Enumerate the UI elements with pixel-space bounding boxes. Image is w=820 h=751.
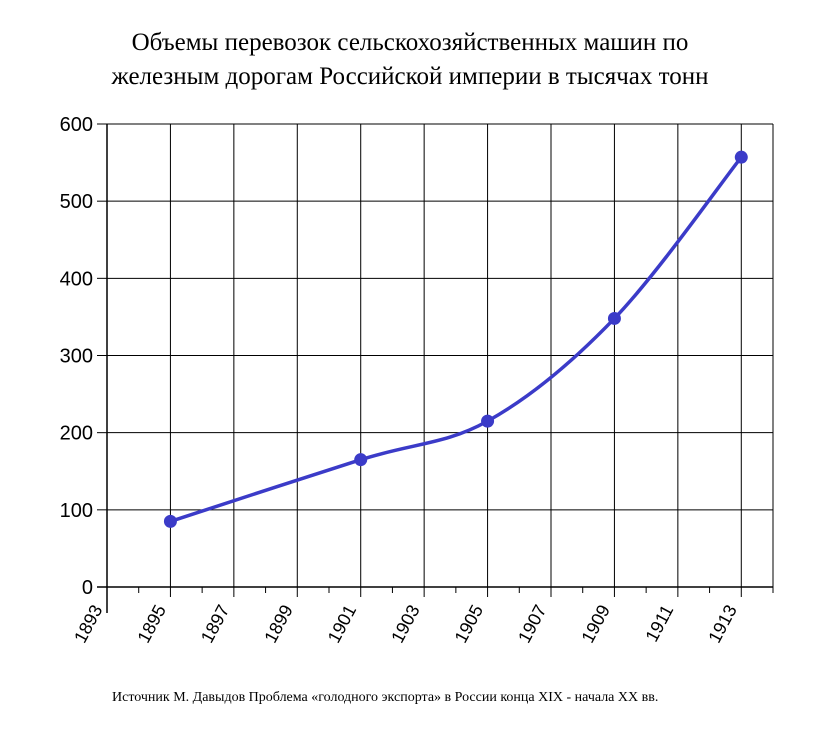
data-point [607, 311, 621, 325]
y-tick-label: 100 [60, 500, 93, 522]
chart-title-line-2: железным дорогам Российской империи в ты… [111, 63, 709, 90]
y-tick-label: 500 [60, 191, 93, 213]
x-tick-label: 1907 [514, 601, 550, 646]
x-tick-label: 1905 [451, 601, 487, 646]
y-tick-label: 400 [60, 268, 93, 290]
x-tick-label: 1893 [70, 601, 106, 646]
x-tick-label: 1909 [578, 601, 614, 646]
source-note: Источник М. Давыдов Проблема «голодного … [112, 690, 659, 705]
x-tick-label: 1901 [324, 601, 360, 646]
x-tick-label: 1895 [134, 601, 170, 646]
series-line [169, 156, 743, 524]
x-tick-label: 1899 [260, 601, 296, 646]
y-tick-label: 600 [60, 114, 93, 136]
x-tick-label: 1913 [704, 601, 740, 646]
data-point [734, 150, 748, 164]
x-tick-label: 1903 [387, 601, 423, 646]
data-point [481, 414, 495, 428]
y-tick-label: 0 [82, 577, 93, 599]
y-tick-label: 300 [60, 346, 93, 368]
x-tick-label: 1897 [197, 601, 233, 646]
data-point [163, 514, 177, 528]
chart-title-line-1: Объемы перевозок сельскохозяйственных ма… [131, 29, 689, 56]
y-tick-label: 200 [60, 423, 93, 445]
x-tick-label: 1911 [642, 601, 678, 645]
chart-title: Объемы перевозок сельскохозяйственных ма… [60, 26, 760, 94]
data-point [354, 453, 368, 467]
